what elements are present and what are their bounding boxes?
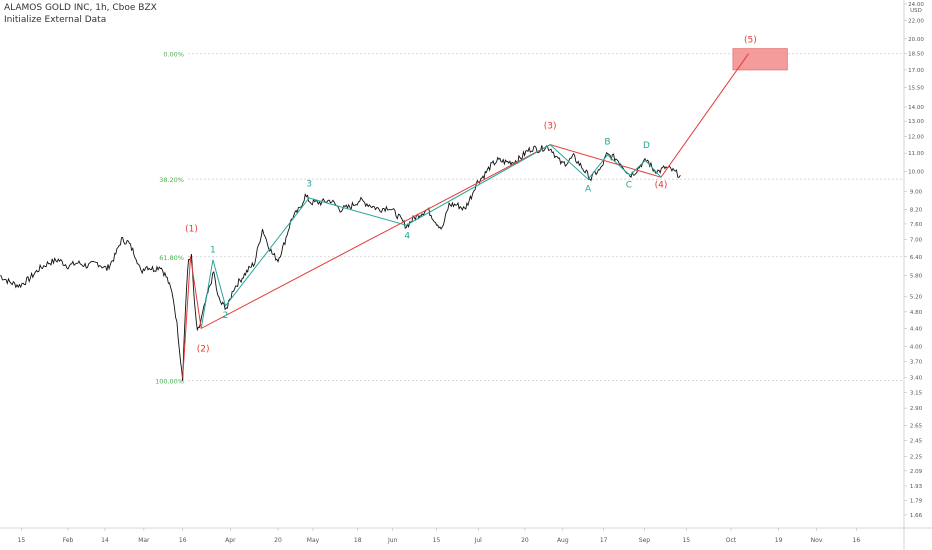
wave-label: 1 <box>210 245 216 255</box>
y-tick-label: 8.20 <box>910 207 923 213</box>
x-tick-label: 15 <box>18 537 26 544</box>
x-tick-label: 16 <box>853 537 861 544</box>
y-tick-label: 1.79 <box>910 498 923 504</box>
fib-levels: 0.00% 38.20% 61.80% 100.00% <box>155 51 904 386</box>
y-tick-label: 18.50 <box>908 52 924 58</box>
y-tick-label: 1.66 <box>910 513 923 519</box>
x-tick-label: Feb <box>63 537 74 544</box>
y-tick-label: 13.00 <box>908 119 924 125</box>
y-tick-label: 7.60 <box>910 222 923 228</box>
wave-label: (1) <box>185 225 198 235</box>
y-tick-label: 20.00 <box>908 37 924 43</box>
wave-label: (2) <box>197 345 210 355</box>
x-tick-label: Nov <box>811 537 823 544</box>
y-tick-label: 5.80 <box>910 274 923 280</box>
price-unit: USD <box>910 8 922 14</box>
price-series <box>0 145 681 381</box>
y-tick-label: 24.00 <box>908 2 924 8</box>
wave-red-line <box>182 53 749 378</box>
wave-label: (3) <box>544 122 557 132</box>
wave-path-red <box>182 53 749 378</box>
x-tick-label: Jun <box>387 537 398 544</box>
y-tick-label: 6.40 <box>910 255 923 261</box>
y-tick-label: 10.00 <box>908 169 924 175</box>
wave-label: C <box>626 180 632 190</box>
y-tick-label: 3.70 <box>910 360 923 366</box>
x-axis: 15 Feb 14 Mar 16 Apr 20 May 18 Jun 15 Jul 20 Aug 17 Sep… <box>0 527 932 544</box>
wave-label: A <box>585 185 592 195</box>
fib-label: 100.00% <box>155 378 184 386</box>
y-tick-label: 3.40 <box>910 376 923 382</box>
target-zone <box>732 48 788 71</box>
wave-label: 4 <box>404 231 410 241</box>
wave-label: 2 <box>223 311 229 321</box>
x-tick-label: 20 <box>274 537 282 544</box>
x-tick-label: 15 <box>433 537 441 544</box>
y-tick-label: 5.20 <box>910 294 923 300</box>
fib-label: 38.20% <box>159 176 184 184</box>
wave-label: 3 <box>306 179 312 189</box>
y-tick-label: 22.00 <box>908 19 924 25</box>
x-tick-label: 17 <box>600 537 608 544</box>
x-tick-label: 14 <box>101 537 109 544</box>
wave-label: (5) <box>744 36 757 46</box>
x-tick-label: Apr <box>225 537 236 544</box>
y-tick-label: 2.25 <box>910 455 923 461</box>
y-tick-label: 15.50 <box>908 86 924 92</box>
x-tick-label: Mar <box>138 537 150 544</box>
x-tick-label: 18 <box>354 537 362 544</box>
wave-labels: (1) (2) (3) (4) (5) 1 2 3 4 A B C D <box>185 36 757 355</box>
y-tick-label: 1.93 <box>910 484 923 490</box>
y-tick-label: 3.15 <box>910 390 923 396</box>
y-tick-label: 14.00 <box>908 105 924 111</box>
x-tick-label: 19 <box>775 537 783 544</box>
wave-path-teal <box>200 144 662 329</box>
y-tick-label: 2.65 <box>910 423 923 429</box>
x-tick-label: Jul <box>474 537 483 544</box>
indicator-label[interactable]: Initialize External Data <box>4 15 107 25</box>
x-tick-label: Aug <box>557 537 569 544</box>
x-tick-label: Sep <box>639 537 651 544</box>
y-tick-label: 9.00 <box>910 190 923 196</box>
wave-teal-line <box>200 144 662 329</box>
x-tick-label: May <box>307 537 320 544</box>
y-tick-label: 2.09 <box>910 469 923 475</box>
wave-label: (4) <box>655 180 668 190</box>
fib-label: 61.80% <box>159 254 184 262</box>
y-tick-label: 7.00 <box>910 238 923 244</box>
y-tick-label: 4.80 <box>910 310 923 316</box>
x-tick-label: 15 <box>682 537 690 544</box>
wave-label: D <box>643 141 650 151</box>
wave-label: B <box>604 138 610 148</box>
y-tick-label: 4.40 <box>910 326 923 332</box>
y-tick-label: 12.00 <box>908 135 924 141</box>
y-tick-label: 2.90 <box>910 406 923 412</box>
y-tick-label: 11.00 <box>908 151 924 157</box>
fib-label: 0.00% <box>163 51 184 59</box>
y-tick-label: 17.00 <box>908 68 924 74</box>
chart-title: ALAMOS GOLD INC, 1h, Cboe BZX <box>4 3 157 13</box>
x-tick-label: 16 <box>179 537 187 544</box>
target-box <box>732 48 788 71</box>
x-tick-label: 20 <box>521 537 529 544</box>
y-tick-label: 4.00 <box>910 345 923 351</box>
x-tick-label: Oct <box>726 537 737 544</box>
y-tick-label: 2.45 <box>910 438 923 444</box>
price-line <box>0 145 681 381</box>
